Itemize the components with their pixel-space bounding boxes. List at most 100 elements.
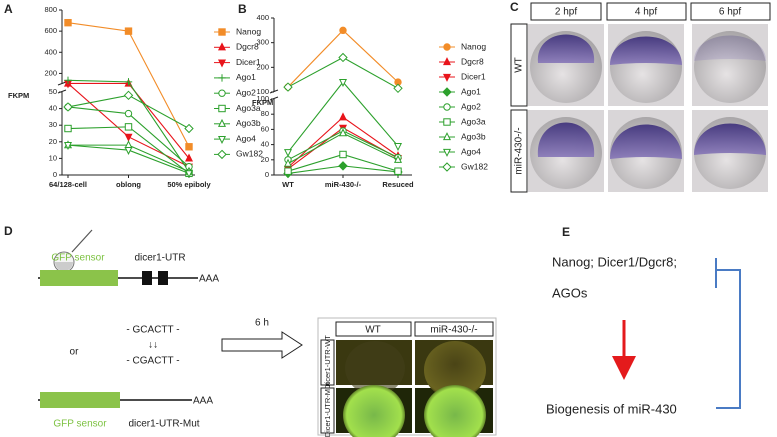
panel-letter: C [510,0,519,14]
legend-label: Ago4 [236,133,256,143]
column-header: WT [365,325,381,336]
y-tick-label: 100 [256,94,269,103]
panel-letters: A B C D E [4,0,570,239]
x-tick-label: miR-430-/- [325,180,362,189]
data-point [184,153,194,162]
y-tick-label: 400 [256,13,269,22]
y-tick-label: 200 [44,68,57,77]
legend-marker [218,104,226,113]
or-label: or [70,347,80,358]
panel-letter: A [4,2,13,16]
legend-marker [443,118,451,126]
y-tick-label: 800 [44,5,57,14]
data-point [124,147,133,156]
row-box [510,23,528,107]
embryo-images [528,24,768,192]
x-tick-label: Resuced [382,180,414,189]
data-point [184,170,194,179]
panel-c: 2 hpf 4 hpf 6 hpf WT miR-430-/- [510,2,771,193]
data-point [64,18,72,27]
gfp-box [40,392,120,408]
y-tick-label: 200 [256,62,269,71]
legend-label: Dgcr8 [461,56,484,66]
row-box [320,387,335,434]
y-tick-label: 20 [261,155,269,164]
time-label: 6 h [255,318,269,329]
legend-label: Dgcr8 [236,42,259,52]
data-point [63,102,73,112]
header-box [414,321,494,337]
data-point [393,83,403,94]
x-tick-label: oblong [116,180,141,189]
row-box [320,339,335,386]
legend-label: Ago2 [461,101,481,111]
data-point [394,167,402,175]
y-axis-label: FKPM [252,98,273,107]
legend-marker [443,43,451,51]
y-tick-label: 60 [261,124,269,133]
regulators: Nanog; Dicer1/Dgcr8; [552,254,677,269]
legend-label: Ago1 [236,72,256,82]
y-tick-label: 30 [49,120,57,129]
y-tick-label: 80 [261,109,269,118]
data-point [63,142,73,151]
data-point [393,154,403,163]
axis-break [57,81,67,86]
polya: AAA [193,396,213,407]
data-point [284,167,292,175]
sensor-label: GFP sensor [51,253,105,264]
data-point [185,143,193,151]
legend-marker [442,73,452,82]
legend-marker [218,74,226,82]
legend-label: Ago3b [461,131,486,141]
sequence: - CGACTT - [126,356,179,367]
data-point [123,90,134,101]
blastoderm [610,36,682,65]
polya: AAA [199,274,219,285]
data-point [338,52,348,63]
y-tick-label: 400 [44,47,57,56]
legend-marker [443,103,451,111]
legend-label: Gw182 [461,161,488,171]
legend-label: Nanog [236,26,261,36]
header-box [606,2,687,21]
legend-marker [217,149,227,160]
legend-marker [442,148,452,157]
legend-marker [442,87,452,97]
series-line [287,132,399,165]
legend-marker [442,57,452,66]
embryo-icon [55,262,73,271]
row-box [510,109,528,193]
y-axis-label: FKPM [8,91,29,100]
data-point [338,128,348,137]
y-tick-label: 0 [53,170,57,179]
data-point [283,149,293,158]
data-point [124,27,133,35]
line-chart: 0 10 20 30 40 50 200 400 600 800 FKPM 64/128-cell ob… [8,5,263,189]
legend-label: Ago3b [236,118,261,128]
legend-label: Dicer1 [236,57,261,67]
y-tick-label: 600 [44,26,57,35]
row-header: Dicer1-UTR-WT [323,335,332,389]
column-header: 4 hpf [635,7,657,18]
blastoderm [537,34,595,63]
legend-label: Ago2 [236,87,256,97]
legend-label: Ago3a [236,103,261,113]
y-tick-label: 0 [265,170,269,179]
site-box [142,271,152,285]
x-tick-label: 64/128-cell [49,180,87,189]
y-tick-label: 10 [49,153,57,162]
legend-label: Gw182 [236,149,263,159]
header-box [335,321,412,337]
row-header: Dicer1-UTR-Mut [323,382,332,437]
data-point [339,150,347,159]
data-point [184,123,194,134]
row-header: WT [514,57,525,73]
process-arrow [221,331,303,359]
legend-marker [442,162,452,172]
data-point [338,112,348,121]
series-line [287,116,399,168]
data-point [64,124,72,133]
y-tick-label: 20 [49,137,57,146]
